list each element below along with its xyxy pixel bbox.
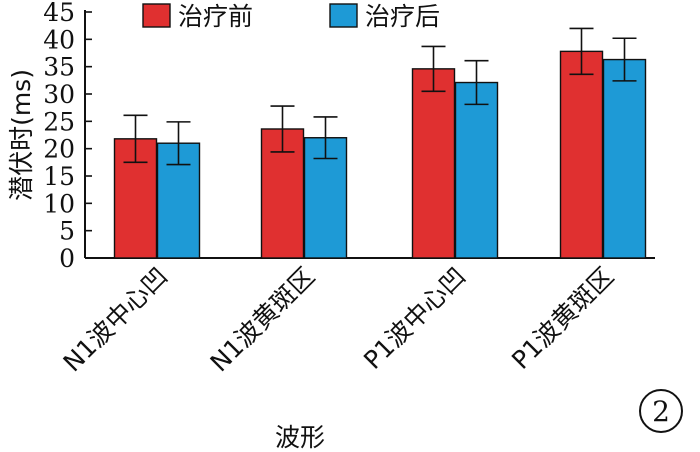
y-tick-label: 5 xyxy=(59,217,75,246)
bars xyxy=(113,27,647,259)
badge-number: 2 xyxy=(652,395,670,428)
legend-label: 治疗前 xyxy=(178,2,253,31)
bar xyxy=(602,58,647,259)
y-tick-label: 20 xyxy=(43,135,75,164)
y-tick-label: 35 xyxy=(43,53,75,82)
legend-swatch xyxy=(329,3,358,28)
y-tick-label: 45 xyxy=(43,0,75,27)
y-axis-label: 潜伏时(ms) xyxy=(7,69,36,201)
badge-circle xyxy=(639,389,683,433)
y-tick-label: 40 xyxy=(43,25,75,54)
x-tick-label: N1波中心凹 xyxy=(58,262,174,378)
y-tick-label: 30 xyxy=(43,80,75,109)
x-axis-label: 波形 xyxy=(275,423,325,452)
x-tick-label: N1波黄斑区 xyxy=(205,262,321,378)
y-tick-label: 25 xyxy=(43,107,75,136)
panel-number-badge: 2 xyxy=(639,389,683,433)
legend: 治疗前 治疗后 xyxy=(142,2,440,31)
y-tick-label: 0 xyxy=(59,244,75,273)
y-tick-label: 10 xyxy=(43,189,75,218)
y-tick-label: 15 xyxy=(43,162,75,191)
x-tick-label: P1波黄斑区 xyxy=(506,262,619,375)
x-axis: N1波中心凹 N1波黄斑区 P1波中心凹 P1波黄斑区 xyxy=(58,257,655,378)
legend-label: 治疗后 xyxy=(365,2,440,31)
bar xyxy=(559,50,604,259)
legend-swatch xyxy=(142,3,171,28)
x-tick-label: P1波中心凹 xyxy=(358,262,471,375)
bar xyxy=(454,81,499,259)
bar xyxy=(411,68,456,259)
